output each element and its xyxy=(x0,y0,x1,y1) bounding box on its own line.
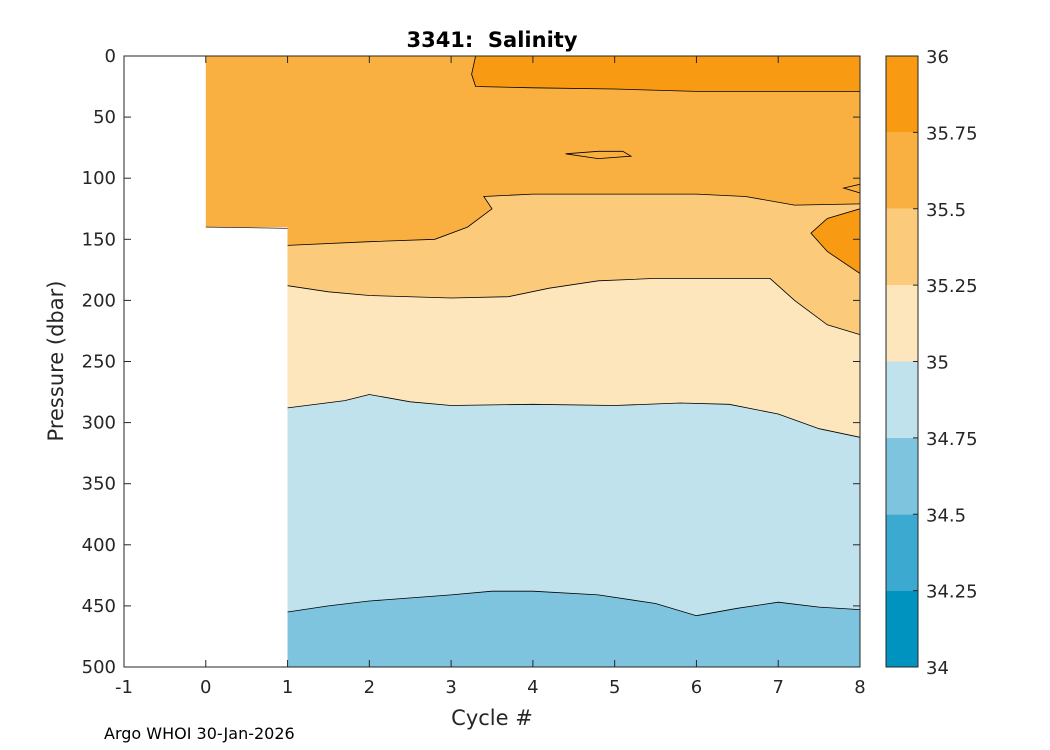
x-tick-label: -1 xyxy=(115,677,133,698)
contour-line-35.25 xyxy=(287,277,861,335)
contour-line-34.75 xyxy=(287,590,861,617)
y-tick-label: 350 xyxy=(82,474,116,495)
colorbar-band-34.25 xyxy=(886,514,918,591)
x-tick-label: 6 xyxy=(691,677,702,698)
contour-line-35.75 xyxy=(471,55,860,92)
y-tick-label: 200 xyxy=(82,290,116,311)
colorbar-tick-label: 34.25 xyxy=(926,582,978,603)
colorbar-band-34.5 xyxy=(886,437,918,515)
colorbar-tick-label: 34.5 xyxy=(926,505,966,526)
x-tick-label: 1 xyxy=(282,677,293,698)
y-axis-ticks: 0 50 100 150 200 250 300 350 400 450 500 xyxy=(82,46,860,678)
credit-annotation: Argo WHOI 30-Jan-2026 xyxy=(104,724,295,743)
colorbar-band-35.25 xyxy=(886,208,918,286)
colorbar-ticks: 34 34.25 34.5 34.75 35 35.25 35.5 35.75 36 xyxy=(913,47,978,679)
contour-line-35 xyxy=(287,394,861,438)
contour-patch-2 xyxy=(565,150,633,160)
colorbar-tick-label: 35.5 xyxy=(926,200,966,221)
contour-patch-1 xyxy=(842,183,860,194)
colorbar-band-34 xyxy=(886,590,918,667)
x-tick-label: 7 xyxy=(772,677,783,698)
x-tick-label: 4 xyxy=(527,677,538,698)
x-tick-label: 3 xyxy=(445,677,456,698)
x-tick-label: 5 xyxy=(609,677,620,698)
colorbar-band-35.5 xyxy=(886,132,918,209)
y-tick-label: 300 xyxy=(82,413,116,434)
y-tick-label: 450 xyxy=(82,596,116,617)
colorbar xyxy=(886,56,918,667)
contour-patch-0 xyxy=(810,208,860,275)
y-tick-label: 250 xyxy=(82,352,116,373)
x-axis-ticks: -1 0 1 2 3 4 5 6 7 8 xyxy=(115,56,866,698)
colorbar-tick-label: 35.25 xyxy=(926,276,978,297)
colorbar-band-35.75 xyxy=(886,56,918,133)
colorbar-tick-label: 34.75 xyxy=(926,429,978,450)
x-tick-label: 0 xyxy=(200,677,211,698)
contour-plot-area xyxy=(205,56,860,667)
x-tick-label: 2 xyxy=(364,677,375,698)
band-fill-below-34.75 xyxy=(205,591,860,667)
y-tick-label: 400 xyxy=(82,535,116,556)
colorbar-band-34.75 xyxy=(886,361,918,438)
colorbar-frame xyxy=(885,55,919,668)
y-tick-label: 500 xyxy=(82,657,116,678)
contour-lines xyxy=(205,55,861,617)
y-tick-label: 150 xyxy=(82,229,116,250)
x-tick-label: 8 xyxy=(854,677,865,698)
x-axis-title: Cycle # xyxy=(451,706,533,730)
band-fill-below-35 xyxy=(205,394,860,667)
colorbar-tick-label: 34 xyxy=(926,658,949,679)
contour-line-35.5 xyxy=(287,193,861,246)
y-tick-label: 100 xyxy=(82,168,116,189)
chart-title: 3341: Salinity xyxy=(406,28,577,52)
colorbar-tick-label: 35.75 xyxy=(926,123,978,144)
y-tick-label: 0 xyxy=(105,46,116,67)
y-axis-title: Pressure (dbar) xyxy=(44,281,68,442)
colorbar-tick-label: 36 xyxy=(926,47,949,68)
contour-filled-bands xyxy=(205,56,860,667)
data-gap-edge xyxy=(205,226,288,229)
colorbar-tick-label: 35 xyxy=(926,353,949,374)
y-tick-label: 50 xyxy=(93,107,116,128)
colorbar-band-35 xyxy=(886,285,918,362)
